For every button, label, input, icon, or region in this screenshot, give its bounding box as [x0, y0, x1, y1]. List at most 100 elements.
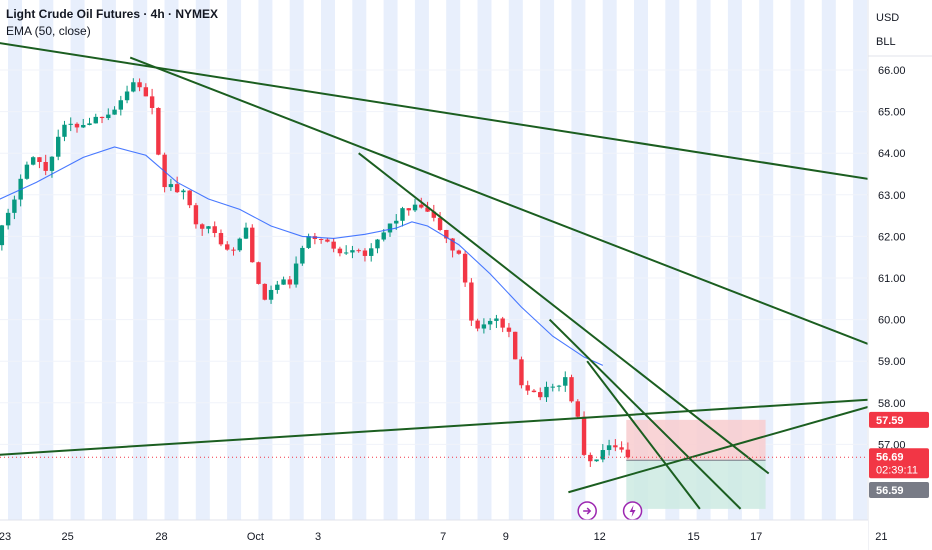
candle-body[interactable]	[206, 226, 211, 229]
candle[interactable]	[444, 229, 449, 244]
candle[interactable]	[5, 208, 11, 230]
candle-body[interactable]	[381, 232, 386, 240]
candle-body[interactable]	[62, 124, 67, 137]
candle[interactable]	[619, 441, 624, 453]
candle[interactable]	[174, 176, 180, 193]
candle[interactable]	[124, 85, 130, 104]
candle-body[interactable]	[456, 250, 462, 254]
candle[interactable]	[275, 280, 280, 294]
symbol-title[interactable]: Light Crude Oil Futures · 4h · NYMEX	[6, 7, 219, 21]
candle-body[interactable]	[331, 241, 336, 249]
candle-body[interactable]	[149, 96, 155, 108]
candle-body[interactable]	[275, 284, 280, 290]
candle-body[interactable]	[350, 250, 355, 253]
candle-body[interactable]	[494, 318, 499, 321]
candle[interactable]	[469, 278, 474, 326]
candle-body[interactable]	[87, 123, 92, 126]
candle[interactable]	[243, 222, 249, 240]
candle-body[interactable]	[525, 385, 530, 391]
candle-body[interactable]	[318, 239, 324, 241]
candle-body[interactable]	[300, 247, 305, 264]
trendline[interactable]	[568, 336, 932, 494]
candle-body[interactable]	[506, 327, 512, 332]
candle-body[interactable]	[613, 445, 618, 448]
trendline[interactable]	[586, 360, 701, 510]
candle[interactable]	[312, 232, 318, 245]
candle-body[interactable]	[306, 236, 311, 248]
take-profit-zone[interactable]	[626, 460, 766, 509]
trendlines[interactable]	[0, 42, 932, 510]
candle-body[interactable]	[24, 164, 30, 179]
candle[interactable]	[412, 198, 418, 213]
candle[interactable]	[131, 78, 136, 93]
candle-body[interactable]	[606, 445, 612, 451]
candle-body[interactable]	[575, 401, 580, 417]
candle-body[interactable]	[431, 211, 437, 218]
candle[interactable]	[519, 356, 524, 389]
candle[interactable]	[369, 243, 374, 262]
candle[interactable]	[250, 224, 255, 263]
time-axis[interactable]: 232528Oct37912151721232629	[0, 519, 932, 550]
candle[interactable]	[218, 229, 224, 247]
candle[interactable]	[550, 383, 555, 392]
candle-body[interactable]	[56, 136, 61, 157]
candle[interactable]	[487, 318, 493, 331]
candle-body[interactable]	[30, 157, 36, 165]
candle[interactable]	[387, 223, 393, 237]
candle[interactable]	[149, 88, 155, 115]
candle[interactable]	[606, 439, 612, 456]
candle[interactable]	[318, 238, 324, 244]
candle-body[interactable]	[268, 289, 274, 300]
candle-body[interactable]	[237, 238, 242, 251]
candle[interactable]	[481, 318, 487, 334]
candle-body[interactable]	[563, 377, 568, 386]
candle-body[interactable]	[12, 199, 17, 213]
currency-button[interactable]: USD	[876, 12, 900, 24]
candle[interactable]	[356, 248, 361, 253]
entry-price-tag[interactable]: 56.59	[869, 482, 929, 498]
candle[interactable]	[37, 157, 42, 169]
candle-body[interactable]	[143, 87, 149, 97]
candle[interactable]	[199, 223, 205, 236]
candle[interactable]	[181, 188, 186, 200]
candle[interactable]	[594, 459, 599, 462]
trendline[interactable]	[0, 384, 932, 456]
candle[interactable]	[256, 261, 261, 285]
candle[interactable]	[156, 107, 161, 156]
candle[interactable]	[62, 120, 67, 142]
candle-body[interactable]	[37, 157, 42, 162]
candle-body[interactable]	[225, 244, 230, 250]
candle[interactable]	[306, 233, 311, 250]
candle-body[interactable]	[343, 252, 349, 254]
candle-body[interactable]	[68, 123, 73, 125]
candle[interactable]	[569, 374, 574, 403]
candle-body[interactable]	[43, 161, 48, 171]
candle-body[interactable]	[131, 82, 136, 92]
candle-body[interactable]	[550, 386, 555, 388]
candle-body[interactable]	[256, 262, 261, 284]
candle-body[interactable]	[93, 116, 98, 124]
candle-body[interactable]	[425, 207, 430, 212]
candle[interactable]	[268, 285, 274, 304]
candle-body[interactable]	[325, 239, 330, 242]
candle[interactable]	[375, 238, 380, 254]
candle[interactable]	[575, 399, 580, 419]
candle-body[interactable]	[156, 107, 161, 155]
candle-body[interactable]	[49, 156, 55, 171]
stop-price-tag[interactable]: 57.59	[869, 411, 929, 428]
candle[interactable]	[581, 411, 587, 457]
candle[interactable]	[506, 323, 512, 338]
candle-body[interactable]	[369, 248, 374, 256]
event-markers[interactable]	[577, 501, 643, 520]
candle-body[interactable]	[375, 239, 380, 249]
candle[interactable]	[362, 248, 368, 262]
candle[interactable]	[525, 380, 530, 395]
candle-body[interactable]	[487, 320, 493, 325]
trendline[interactable]	[129, 56, 932, 441]
candle-body[interactable]	[538, 392, 543, 398]
candle[interactable]	[281, 276, 286, 285]
candle[interactable]	[68, 117, 73, 132]
candle-body[interactable]	[74, 123, 80, 128]
candle-body[interactable]	[625, 449, 631, 458]
candle-body[interactable]	[137, 82, 142, 88]
